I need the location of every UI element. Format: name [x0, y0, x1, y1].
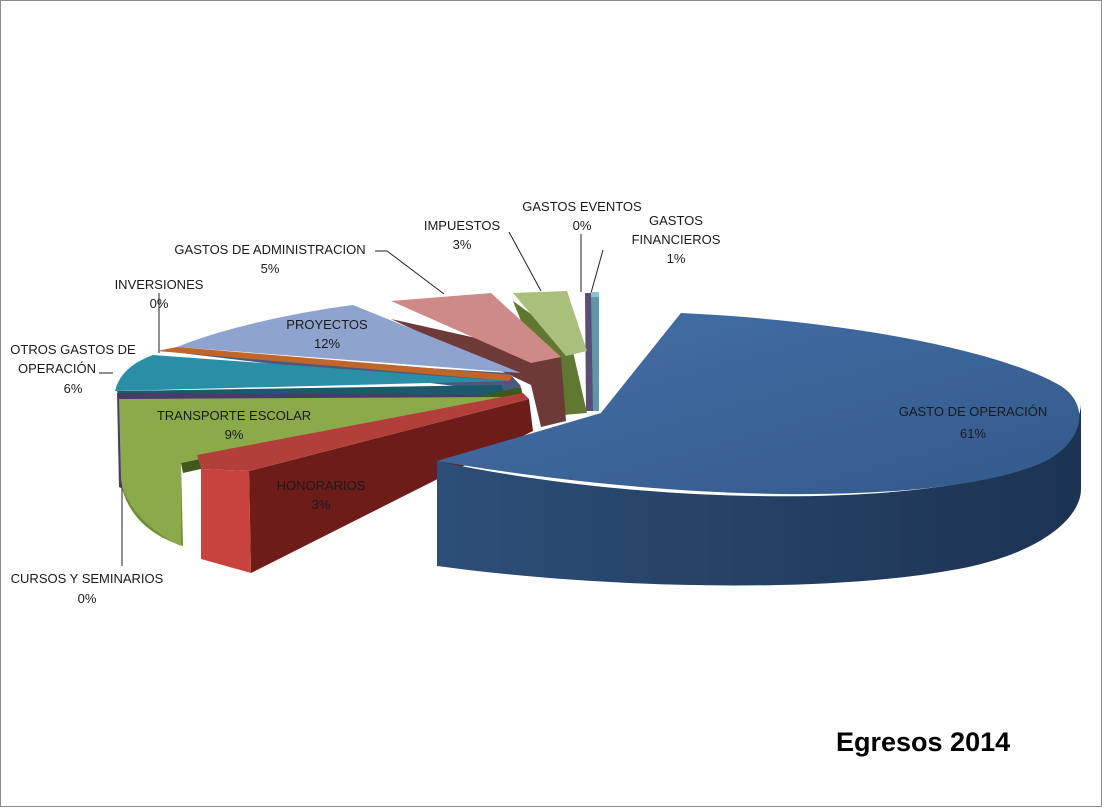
label-cursos-pct: 0%	[78, 591, 97, 606]
label-proyectos-pct: 12%	[314, 336, 340, 351]
leader-gastos-financieros	[590, 249, 604, 294]
label-honorarios-name: HONORARIOS	[277, 478, 366, 493]
slice-honorarios-inner	[249, 399, 533, 573]
label-otros-gastos-name-2: OPERACIÓN	[18, 361, 96, 376]
slice-gastos-eventos	[585, 293, 593, 411]
label-gasto-operacion-pct: 61%	[960, 426, 986, 441]
slice-gastos-administracion-side	[391, 319, 566, 427]
slice-gastos-administracion	[391, 293, 566, 427]
label-inversiones-pct: 0%	[150, 296, 169, 311]
label-proyectos-name: PROYECTOS	[286, 317, 368, 332]
label-gastos-financieros-pct: 1%	[667, 251, 686, 266]
slice-gastos-financieros-side	[591, 292, 599, 411]
slice-transporte-escolar-top	[119, 397, 507, 546]
slice-honorarios-top	[197, 393, 529, 471]
slice-gasto-operacion	[437, 313, 1081, 586]
label-gastos-administracion-name: GASTOS DE ADMINISTRACION	[174, 242, 365, 257]
label-gastos-eventos-pct: 0%	[573, 218, 592, 233]
label-gasto-operacion-name: GASTO DE OPERACIÓN	[899, 404, 1048, 419]
slice-otros-gastos-top	[115, 355, 507, 391]
label-gastos-eventos-name: GASTOS EVENTOS	[522, 199, 642, 214]
leader-gastos-administracion	[375, 250, 445, 295]
label-honorarios-pct: 3%	[312, 497, 331, 512]
label-gastos-financieros-name: GASTOS	[649, 213, 703, 228]
data-labels: GASTO DE OPERACIÓN 61% HONORARIOS 3% TRA…	[10, 199, 1047, 606]
slice-gastos-financieros	[591, 292, 599, 411]
slice-gastos-administracion-top	[391, 293, 561, 363]
slice-gasto-operacion-top	[437, 313, 1080, 495]
label-impuestos-name: IMPUESTOS	[424, 218, 501, 233]
label-gastos-administracion-pct: 5%	[261, 261, 280, 276]
slice-impuestos-top	[513, 291, 587, 356]
label-cursos-name: CURSOS Y SEMINARIOS	[11, 571, 164, 586]
slice-gastos-financieros-top	[591, 292, 599, 297]
slice-honorarios-front	[201, 469, 251, 573]
label-otros-gastos-pct: 6%	[64, 381, 83, 396]
label-otros-gastos-name: OTROS GASTOS DE	[10, 342, 136, 357]
leader-impuestos	[508, 231, 542, 292]
label-transporte-pct: 9%	[225, 427, 244, 442]
chart-title: Egresos 2014	[836, 727, 1010, 757]
slice-inversiones	[157, 347, 513, 381]
slice-inversiones-top	[157, 347, 513, 381]
slice-gasto-operacion-side	[437, 403, 1081, 586]
slice-proyectos-top	[177, 305, 521, 373]
label-impuestos-pct: 3%	[453, 237, 472, 252]
leader-lines	[99, 231, 604, 566]
label-gastos-financieros-name-2: FINANCIEROS	[632, 232, 721, 247]
label-transporte-name: TRANSPORTE ESCOLAR	[157, 408, 311, 423]
pie-slices	[115, 291, 1081, 586]
slice-honorarios	[197, 393, 533, 573]
slice-gastos-eventos-side	[585, 293, 593, 411]
slice-cursos-top	[117, 393, 505, 399]
label-inversiones-name: INVERSIONES	[115, 277, 204, 292]
